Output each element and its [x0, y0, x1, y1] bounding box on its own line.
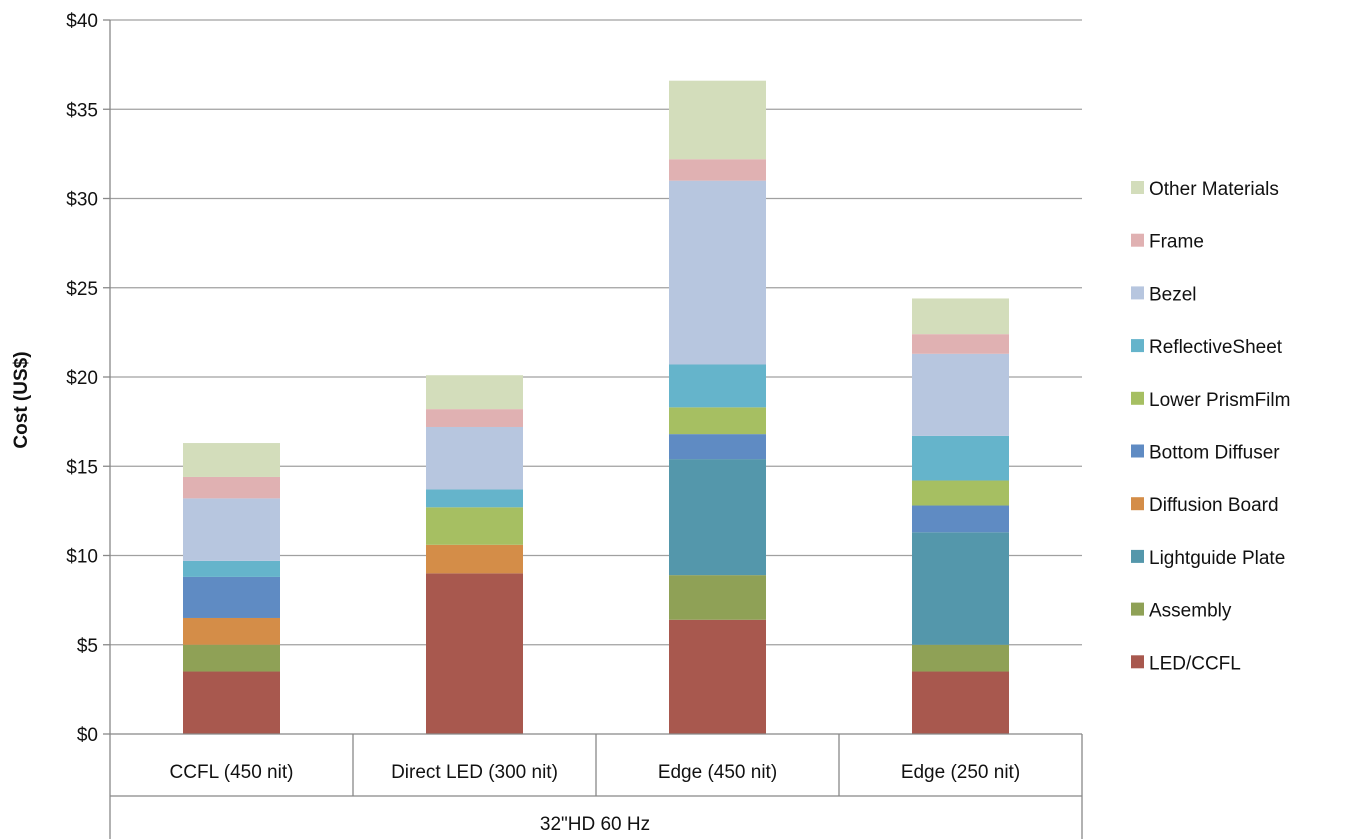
- category-label: Edge (250 nit): [901, 762, 1020, 783]
- bar-segment-frame: [669, 159, 766, 181]
- y-tick-label: $5: [77, 636, 98, 657]
- legend-swatch-bottom-diffuser: [1131, 444, 1144, 458]
- bar-segment-bottom-diffuser: [669, 434, 766, 460]
- x-axis-categories: CCFL (450 nit) Direct LED (300 nit) Edge (…: [170, 762, 1021, 783]
- bar-segment-lightguide-plate: [912, 532, 1009, 645]
- category-label: Edge (450 nit): [658, 762, 777, 783]
- bar-segment-bottom-diffuser: [183, 576, 280, 618]
- legend-swatch-other-materials: [1131, 181, 1144, 194]
- bar-segment-lightguide-plate: [669, 459, 766, 576]
- axes: [109, 20, 1083, 839]
- legend-swatch-lower-prismfilm: [1131, 391, 1144, 405]
- legend-label-assembly: Assembly: [1149, 601, 1232, 622]
- bar-segment-bottom-diffuser: [912, 505, 1009, 533]
- legend-label-frame: Frame: [1149, 232, 1204, 253]
- bar-segment-other-materials: [669, 80, 766, 160]
- bar-segment-reflectivesheet: [183, 560, 280, 577]
- legend-swatch-diffusion-board: [1131, 497, 1144, 511]
- y-tick-label: $10: [66, 547, 98, 568]
- legend-label-led-ccfl: LED/CCFL: [1149, 653, 1241, 674]
- bar-segment-assembly: [669, 575, 766, 620]
- bar-segment-reflectivesheet: [912, 435, 1009, 481]
- bar-segment-assembly: [912, 644, 1009, 672]
- legend-label-lower-prismfilm: Lower PrismFilm: [1149, 390, 1290, 411]
- bar-segment-other-materials: [183, 443, 280, 477]
- legend-swatch-reflectivesheet: [1131, 339, 1144, 353]
- category-label: Direct LED (300 nit): [391, 762, 558, 783]
- y-tick-label: $40: [66, 11, 98, 32]
- bar-segment-other-materials: [912, 298, 1009, 335]
- bar-segment-frame: [183, 476, 280, 499]
- y-axis-label: Cost (US$): [11, 351, 32, 448]
- x-axis-group-label: 32"HD 60 Hz: [540, 814, 650, 835]
- bar-segment-led-ccfl: [669, 619, 766, 734]
- bar-segment-lower-prismfilm: [426, 507, 523, 545]
- bar-segment-led-ccfl: [426, 573, 523, 734]
- bar-segment-bezel: [669, 180, 766, 365]
- bar-segment-frame: [426, 409, 523, 427]
- y-tick-label: $30: [66, 190, 98, 211]
- legend-label-bottom-diffuser: Bottom Diffuser: [1149, 443, 1280, 464]
- y-tick-label: $25: [66, 279, 98, 300]
- bar-segment-reflectivesheet: [426, 489, 523, 508]
- legend-label-bezel: Bezel: [1149, 284, 1197, 305]
- y-tick-label: $0: [77, 725, 98, 746]
- bar-segment-other-materials: [426, 375, 523, 410]
- legend-label-reflectivesheet: ReflectiveSheet: [1149, 337, 1283, 358]
- legend-swatch-frame: [1131, 233, 1144, 247]
- y-axis-ticks: $0 $5 $10 $15 $20 $25 $30 $35 $40: [66, 11, 110, 746]
- bar-segment-lower-prismfilm: [912, 480, 1009, 506]
- bar-segment-diffusion-board: [426, 544, 523, 574]
- bar-segment-frame: [912, 334, 1009, 354]
- legend-swatch-led-ccfl: [1131, 655, 1144, 669]
- bar-segment-led-ccfl: [912, 671, 1009, 734]
- bar-segment-led-ccfl: [183, 671, 280, 734]
- legend-swatch-bezel: [1131, 286, 1144, 300]
- y-tick-label: $20: [66, 368, 98, 389]
- legend-label-diffusion-board: Diffusion Board: [1149, 495, 1279, 516]
- legend-swatch-lightguide-plate: [1131, 549, 1144, 563]
- bar-segment-assembly: [183, 644, 280, 672]
- legend-label-other-materials: Other Materials: [1149, 179, 1279, 200]
- y-tick-label: $35: [66, 100, 98, 121]
- category-label: CCFL (450 nit): [170, 762, 294, 783]
- bar-segment-reflectivesheet: [669, 364, 766, 408]
- bar-segment-diffusion-board: [183, 617, 280, 645]
- legend: Other Materials Frame Bezel ReflectiveSheet…: [1131, 179, 1290, 674]
- bar-segment-lower-prismfilm: [669, 407, 766, 435]
- y-tick-label: $15: [66, 457, 98, 478]
- bar-segment-bezel: [183, 498, 280, 561]
- bars: [183, 80, 1009, 734]
- bar-segment-bezel: [426, 426, 523, 490]
- bar-segment-bezel: [912, 353, 1009, 436]
- legend-swatch-assembly: [1131, 602, 1144, 616]
- legend-label-lightguide-plate: Lightguide Plate: [1149, 548, 1285, 569]
